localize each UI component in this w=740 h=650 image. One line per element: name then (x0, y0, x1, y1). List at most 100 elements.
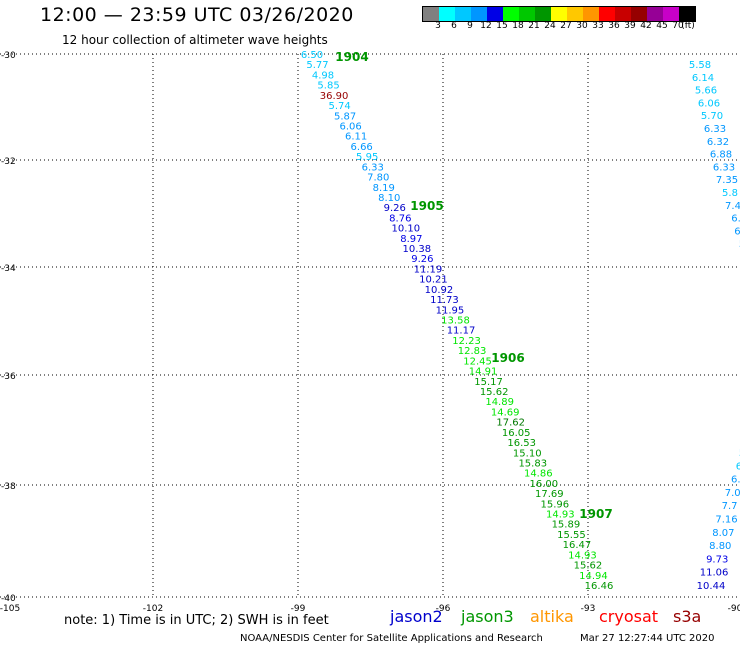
wave-height-label: 14.89 (485, 397, 514, 408)
page-title: 12:00 — 23:59 UTC 03/26/2020 (40, 4, 354, 26)
legend-swatch (647, 7, 663, 21)
legend-label: 21 (528, 21, 540, 31)
legend-swatch (599, 7, 615, 21)
color-scale-legend (422, 6, 696, 22)
legend-swatch (487, 7, 503, 21)
wave-height-label: 5.8 (722, 188, 738, 199)
wave-height-label: 6.88 (710, 150, 732, 161)
legend-label: 36 (608, 21, 620, 31)
legend-label: 42 (640, 21, 652, 31)
lon-tick-label: -105 (0, 604, 20, 614)
wave-height-label: 16.47 (563, 540, 592, 551)
hour-label: 1906 (491, 351, 524, 365)
wave-height-label: 6. (731, 475, 740, 486)
wave-height-label: 6.66 (351, 142, 373, 153)
legend-label: 45 (656, 21, 668, 31)
lat-tick-label: -36 (1, 372, 16, 382)
legend-swatch (455, 7, 471, 21)
wave-height-label: 6 (736, 461, 740, 472)
wave-height-label: 6. (734, 226, 740, 237)
legend-swatch (423, 7, 439, 21)
wave-height-label: 12.23 (452, 336, 481, 347)
wave-height-label: 8.80 (709, 541, 731, 552)
wave-height-label: 14.69 (491, 407, 520, 418)
wave-height-label: 14.91 (469, 367, 498, 378)
legend-swatch (663, 7, 679, 21)
wave-height-label: 15.62 (574, 561, 603, 572)
footer-note: note: 1) Time is in UTC; 2) SWH is in fe… (64, 613, 329, 628)
legend-label: 30 (576, 21, 588, 31)
wave-height-label: 17.69 (535, 489, 564, 500)
legend-swatch (535, 7, 551, 21)
wave-height-label: 7.35 (716, 175, 738, 186)
wave-height-label: 6. (731, 214, 740, 225)
wave-height-label: 9.26 (411, 254, 433, 265)
lon-tick-label: -93 (581, 604, 596, 614)
wave-height-label: 11.06 (700, 568, 729, 579)
wave-height-label: 5.58 (689, 60, 711, 71)
wave-height-label: 10.10 (392, 224, 421, 235)
wave-height-label: 7.16 (715, 515, 737, 526)
legend-swatch (471, 7, 487, 21)
legend-swatch (615, 7, 631, 21)
legend-label: 18 (512, 21, 524, 31)
wave-height-label: 14.93 (568, 550, 597, 561)
wave-height-label: 8.10 (378, 193, 400, 204)
lon-tick-label: -90 (728, 604, 740, 614)
wave-height-label: 8.97 (400, 234, 422, 245)
wave-height-label: 5.66 (695, 86, 717, 97)
lat-tick-label: -38 (1, 482, 16, 492)
wave-height-label: 11.73 (430, 295, 459, 306)
lon-tick-label: -99 (291, 604, 306, 614)
wave-height-label: 11.95 (436, 305, 465, 316)
wave-height-label: 12.83 (458, 346, 487, 357)
legend-label: 3 (435, 21, 441, 31)
legend-label: (ft) (681, 21, 695, 31)
legend-label: 6 (451, 21, 457, 31)
wave-height-label: 17.62 (496, 418, 525, 429)
legend-swatch (519, 7, 535, 21)
hour-label: 1907 (579, 507, 612, 521)
wave-height-label: 15.62 (480, 387, 509, 398)
wave-height-label: 15.96 (541, 499, 570, 510)
wave-height-label: 8.76 (389, 213, 411, 224)
legend-swatch (551, 7, 567, 21)
legend-swatch (679, 7, 695, 21)
hour-label: 1904 (335, 50, 368, 64)
page-subtitle: 12 hour collection of altimeter wave hei… (62, 33, 328, 47)
wave-height-label: 7.0 (725, 488, 740, 499)
legend-jason3: jason3 (461, 607, 514, 626)
wave-height-label: 6.32 (707, 137, 729, 148)
lat-tick-label: -30 (1, 51, 16, 61)
legend-label: 33 (592, 21, 604, 31)
wave-height-label: 5.77 (306, 60, 328, 71)
wave-height-label: 5.85 (317, 81, 339, 92)
wave-height-label: 6.06 (698, 98, 720, 109)
legend-label: 12 (480, 21, 492, 31)
wave-height-label: 15.17 (474, 377, 503, 388)
wave-height-label: 5 (739, 239, 740, 250)
lon-tick-label: -102 (143, 604, 163, 614)
wave-height-label: 15.55 (557, 530, 586, 541)
wave-height-label: 15.83 (518, 458, 547, 469)
wave-height-label: 10.44 (697, 581, 726, 592)
wave-height-label: 12.45 (463, 356, 492, 367)
legend-label: 27 (560, 21, 572, 31)
wave-height-label: 16.46 (585, 581, 614, 592)
legend-label: 70 (672, 21, 684, 31)
legend-swatch (631, 7, 647, 21)
wave-height-label: 11.19 (414, 264, 443, 275)
wave-height-label: 6.06 (340, 121, 362, 132)
legend-altika: altika (530, 607, 574, 626)
wave-height-label: 14.93 (546, 510, 575, 521)
legend-label: 39 (624, 21, 636, 31)
wave-height-label: 10.38 (403, 244, 432, 255)
wave-height-label: 15.89 (552, 520, 581, 531)
legend-cryosat: cryosat (599, 607, 659, 626)
hour-label: 1905 (410, 199, 443, 213)
wave-height-label: 10.21 (419, 275, 448, 286)
legend-swatch (567, 7, 583, 21)
wave-height-label: 16.00 (529, 479, 558, 490)
wave-height-label: 10.92 (425, 285, 454, 296)
wave-height-label: 4.98 (312, 70, 334, 81)
